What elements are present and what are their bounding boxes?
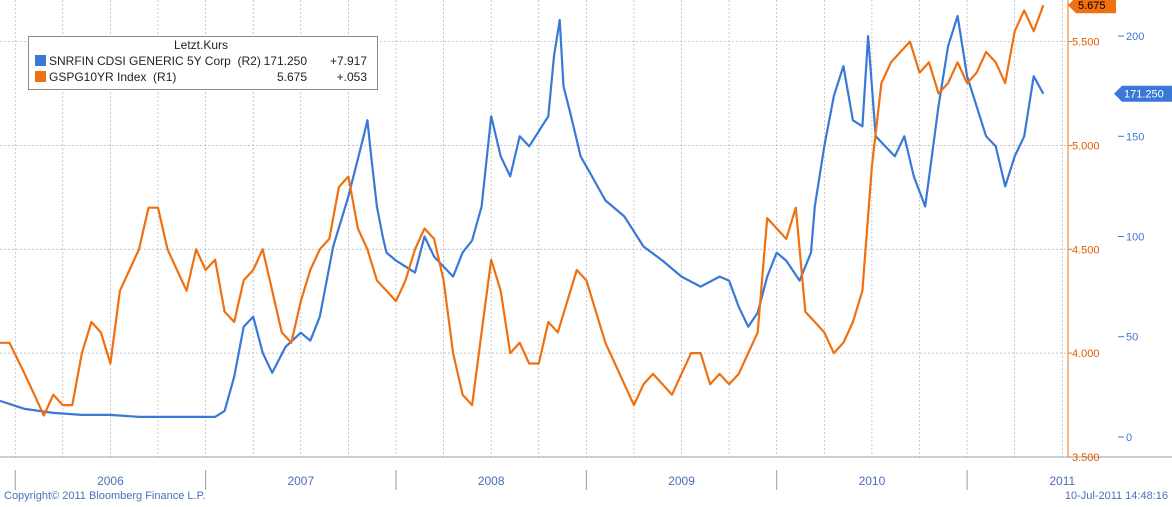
legend-change-cds: +7.917	[329, 54, 367, 68]
left-axis-tick-label: 3.500	[1072, 452, 1100, 464]
series-line-cds	[0, 14, 1045, 418]
legend-last-bond: 5.675	[276, 70, 307, 84]
timestamp-text: 10-Jul-2011 14:48:16	[1064, 490, 1168, 502]
series-line-bond	[0, 4, 1045, 417]
left-axis-tick-label: 4.000	[1072, 348, 1100, 360]
left-axis-tick-label: 4.500	[1072, 244, 1100, 256]
right-axis-tick-label: 0	[1126, 432, 1132, 444]
x-tick-label: 2011	[1049, 474, 1075, 488]
legend-swatch-bond	[35, 71, 46, 82]
last-value-label-cds: 171.250	[1124, 89, 1164, 101]
copyright-text: Copyright© 2011 Bloomberg Finance L.P.	[4, 490, 206, 502]
x-tick-label: 2008	[478, 474, 505, 488]
legend-change-bond: +.053	[336, 70, 367, 84]
last-value-label-bond: 5.675	[1078, 0, 1106, 12]
legend-header: Letzt.Kurs	[174, 38, 229, 52]
x-tick-label: 2006	[97, 474, 124, 488]
left-axis-tick-label: 5.500	[1072, 37, 1100, 49]
legend-swatch-cds	[35, 55, 46, 66]
right-axis-tick-label: 100	[1126, 232, 1144, 244]
legend: Letzt.Kurs SNRFIN CDSI GENERIC 5Y Corp (…	[28, 36, 378, 90]
left-axis-tick-label: 5.000	[1072, 140, 1100, 152]
legend-name-cds: SNRFIN CDSI GENERIC 5Y Corp (R2)	[49, 54, 261, 68]
right-axis-tick-label: 150	[1126, 131, 1144, 143]
legend-last-cds: 171.250	[263, 54, 307, 68]
x-tick-label: 2009	[668, 474, 695, 488]
last-value-marker-bond	[1068, 0, 1116, 14]
right-axis-tick-label: 200	[1126, 31, 1144, 43]
x-tick-label: 2010	[859, 474, 886, 488]
last-value-marker-cds	[1114, 85, 1172, 102]
right-axis-tick-label: 50	[1126, 332, 1138, 344]
legend-item-cds: SNRFIN CDSI GENERIC 5Y Corp (R2) 171.250…	[35, 54, 375, 68]
legend-item-bond: GSPG10YR Index (R1) 5.675 +.053	[35, 70, 375, 84]
x-tick-label: 2007	[287, 474, 314, 488]
legend-name-bond: GSPG10YR Index (R1)	[49, 70, 177, 84]
